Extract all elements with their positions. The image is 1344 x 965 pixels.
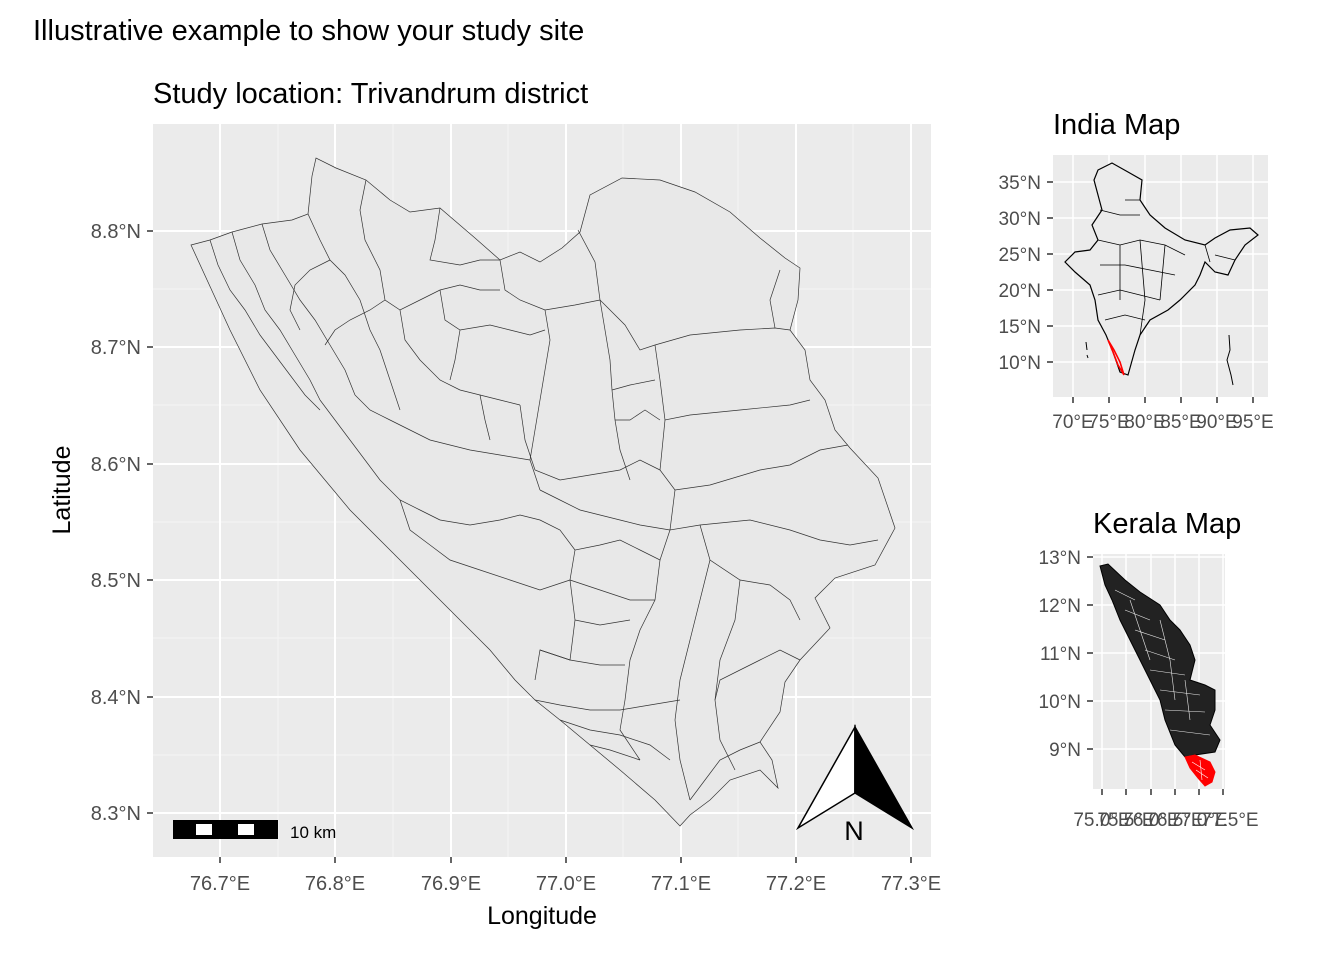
main-map-y-axis: 8.8°N 8.7°N 8.6°N 8.5°N 8.4°N 8.3°N xyxy=(91,221,153,825)
district-internal-boundaries xyxy=(209,179,879,801)
india-map-x-axis: 70°E 75°E 80°E 85°E 90°E 95°E xyxy=(1052,397,1274,433)
india-map-y-axis: 35°N 30°N 25°N 20°N 15°N 10°N xyxy=(999,173,1053,374)
x-tick-label: 76.7°E xyxy=(190,873,250,895)
y-tick-label: 8.7°N xyxy=(91,337,141,359)
kerala-map-x-axis: 75.0°E 75.5°E 76.0°E 76.5°E 77.0°E 77.5°… xyxy=(1073,789,1259,831)
india-y-tick: 30°N xyxy=(999,209,1041,230)
india-y-tick: 10°N xyxy=(999,353,1041,374)
x-tick-label: 76.8°E xyxy=(305,873,365,895)
kerala-outline xyxy=(1099,563,1221,787)
y-tick-label: 8.6°N xyxy=(91,454,141,476)
kerala-y-tick: 10°N xyxy=(1039,692,1081,713)
india-y-tick: 20°N xyxy=(999,281,1041,302)
kerala-x-tick: 76.0°E xyxy=(1122,810,1179,831)
main-map-x-axis: 76.7°E 76.8°E 76.9°E 77.0°E 77.1°E 77.2°… xyxy=(190,857,941,895)
scale-bar-label: 10 km xyxy=(290,823,336,842)
north-arrow-icon: N xyxy=(795,724,915,846)
india-x-tick: 70°E xyxy=(1052,412,1093,433)
india-map: India Map 35°N 30°N 25°N 20°N xyxy=(999,109,1274,433)
main-map: Study location: Trivandrum district xyxy=(48,78,941,930)
india-x-tick: 90°E xyxy=(1196,412,1237,433)
kerala-x-tick: 76.5°E xyxy=(1146,810,1203,831)
kerala-highlight xyxy=(1107,339,1125,376)
kerala-y-tick: 11°N xyxy=(1040,644,1081,665)
x-tick-label: 77.0°E xyxy=(536,873,596,895)
main-map-subtitle: Study location: Trivandrum district xyxy=(153,78,588,110)
india-y-tick: 35°N xyxy=(999,173,1041,194)
kerala-y-tick: 12°N xyxy=(1039,596,1081,617)
kerala-y-tick: 13°N xyxy=(1039,548,1081,569)
kerala-x-tick: 75.5°E xyxy=(1097,810,1154,831)
y-tick-label: 8.8°N xyxy=(91,221,141,243)
india-y-tick: 15°N xyxy=(999,317,1041,338)
x-tick-label: 77.1°E xyxy=(651,873,711,895)
y-axis-label: Latitude xyxy=(48,446,76,535)
india-y-tick: 25°N xyxy=(999,245,1041,266)
india-x-tick: 95°E xyxy=(1232,412,1273,433)
kerala-y-tick: 9°N xyxy=(1049,740,1081,761)
trivandrum-district-shape xyxy=(190,157,896,827)
y-tick-label: 8.5°N xyxy=(91,570,141,592)
kerala-x-tick: 77.0°E xyxy=(1170,810,1227,831)
x-tick-label: 77.3°E xyxy=(881,873,941,895)
kerala-x-tick: 77.5°E xyxy=(1201,810,1258,831)
india-x-tick: 85°E xyxy=(1160,412,1201,433)
x-tick-label: 77.2°E xyxy=(766,873,826,895)
kerala-map-y-axis: 13°N 12°N 11°N 10°N 9°N xyxy=(1039,548,1093,761)
india-map-title: India Map xyxy=(1053,109,1180,141)
kerala-x-tick: 75.0°E xyxy=(1073,810,1130,831)
y-tick-label: 8.4°N xyxy=(91,687,141,709)
trivandrum-highlight xyxy=(1184,754,1216,787)
scale-bar: 10 km xyxy=(173,820,336,842)
north-arrow-label: N xyxy=(844,816,864,846)
india-x-tick: 75°E xyxy=(1088,412,1129,433)
y-tick-label: 8.3°N xyxy=(91,803,141,825)
india-outline xyxy=(1064,162,1259,386)
kerala-map: Kerala Map 13°N 12°N 11°N 10°N xyxy=(1039,508,1259,831)
x-axis-label: Longitude xyxy=(487,902,597,930)
figure-title: Illustrative example to show your study … xyxy=(33,15,584,47)
india-x-tick: 80°E xyxy=(1124,412,1165,433)
x-tick-label: 76.9°E xyxy=(421,873,481,895)
kerala-map-title: Kerala Map xyxy=(1093,508,1241,540)
